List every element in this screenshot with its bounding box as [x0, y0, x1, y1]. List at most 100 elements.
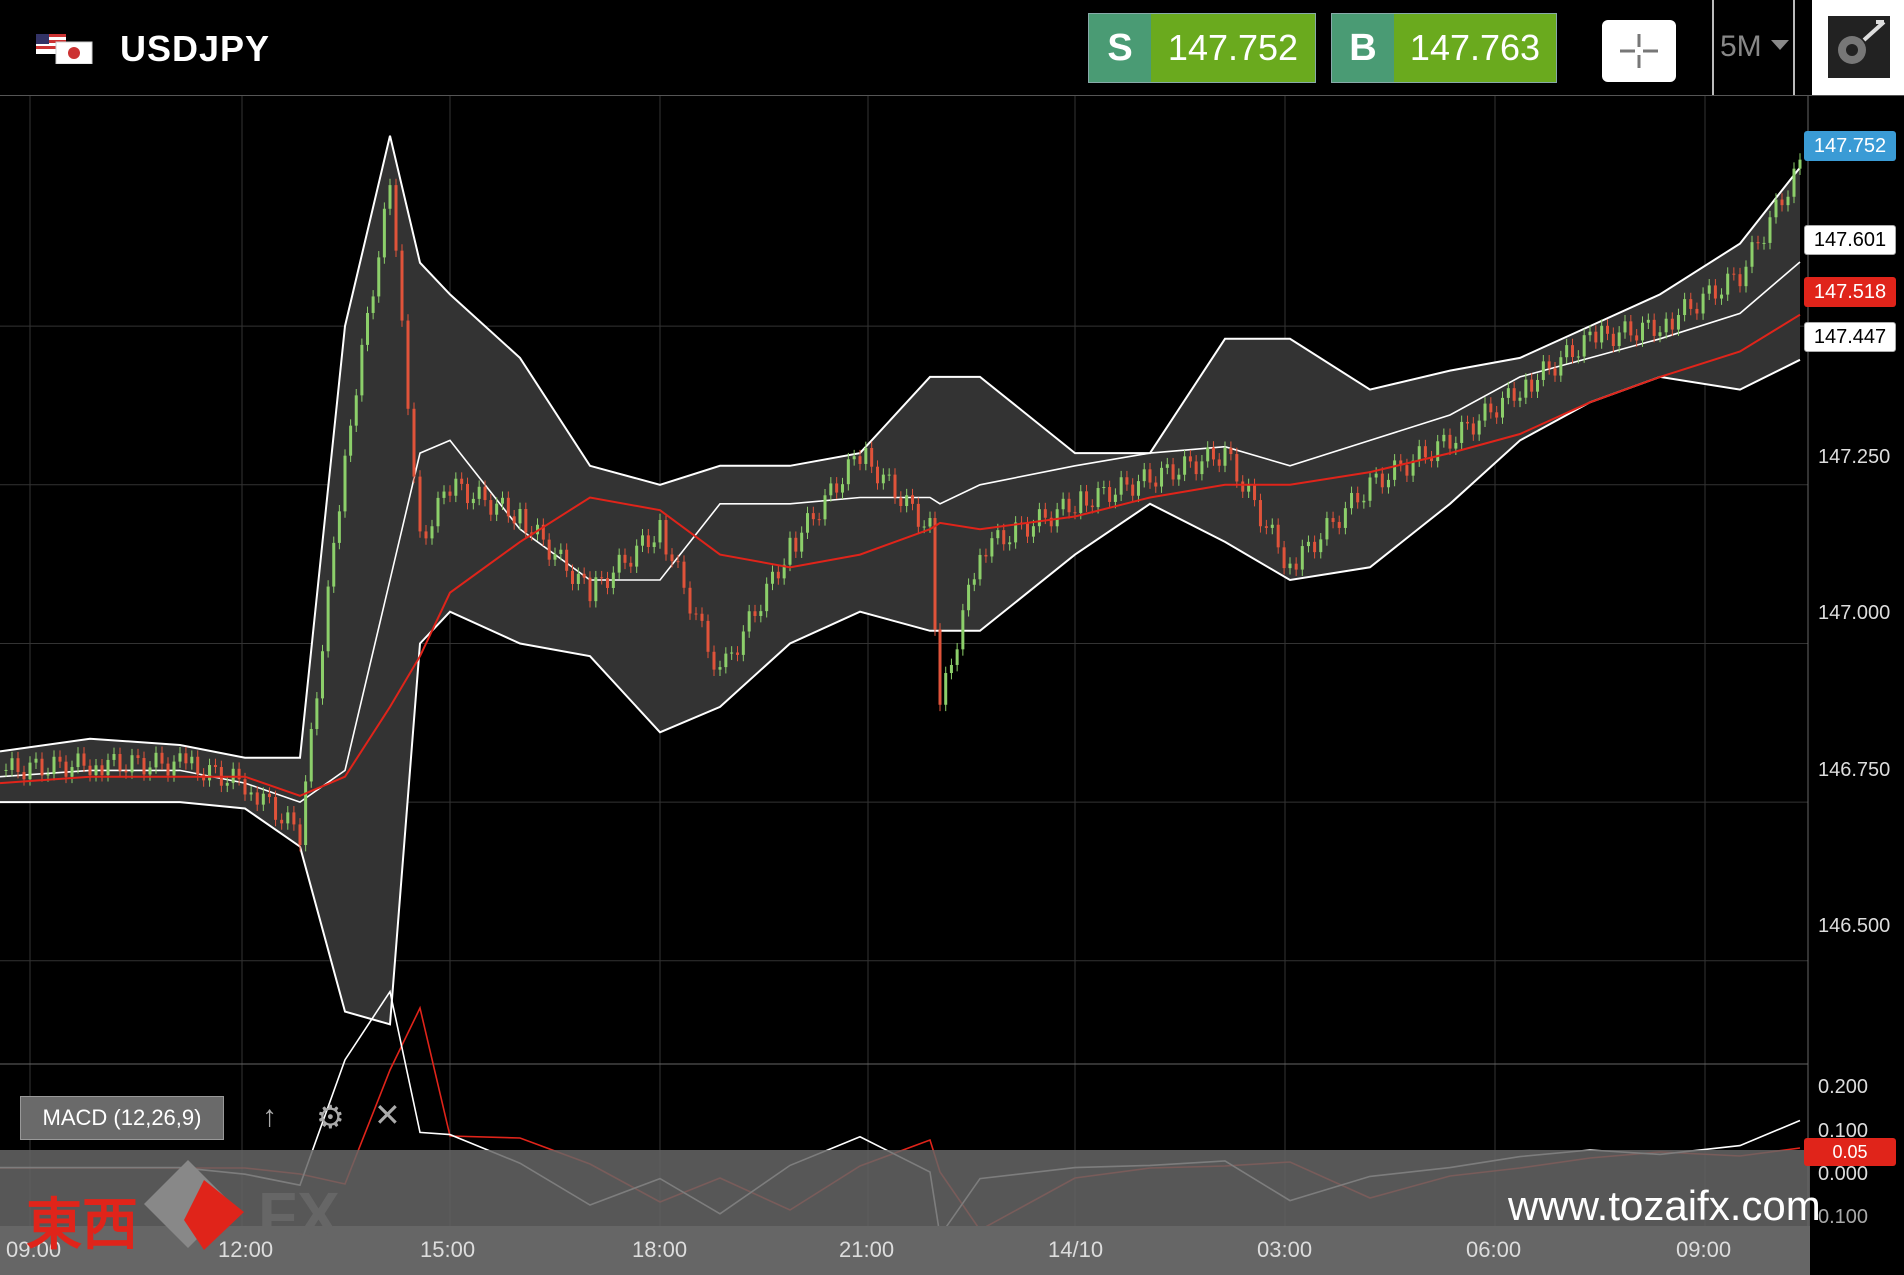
candle-body: [1582, 335, 1586, 357]
candle-body: [1524, 379, 1528, 398]
candle-body: [864, 448, 868, 464]
candle-body: [1171, 464, 1175, 480]
candle-body: [682, 561, 686, 588]
close-icon[interactable]: ✕: [374, 1097, 401, 1133]
candle-body: [1506, 388, 1510, 398]
candle-body: [905, 495, 909, 507]
candle-body: [1319, 539, 1323, 553]
candle-body: [16, 758, 20, 773]
candle-body: [1676, 315, 1680, 330]
chevron-down-icon[interactable]: [1771, 40, 1789, 50]
candle-body: [1744, 266, 1748, 287]
candle-body: [1423, 446, 1427, 458]
candle-body: [1411, 460, 1415, 476]
candle-body: [794, 537, 798, 552]
candle-body: [1588, 331, 1592, 336]
candle-body: [1055, 509, 1059, 527]
candle-body: [518, 508, 522, 524]
candle-body: [1606, 325, 1609, 334]
candle-body: [243, 779, 247, 795]
candle-body: [646, 535, 650, 547]
candle-body: [1188, 456, 1192, 462]
candle-body: [1350, 492, 1354, 509]
candle-body: [670, 554, 674, 562]
candle-body: [1300, 546, 1304, 570]
settings-button[interactable]: [1812, 0, 1904, 95]
candle-body: [1780, 199, 1784, 206]
candle-body: [688, 587, 692, 614]
ma-marker: 147.518: [1804, 277, 1896, 307]
macd-tick: 0.100: [1818, 1120, 1869, 1142]
candle-body: [1738, 274, 1742, 287]
candle-body: [1541, 361, 1545, 380]
candle-body: [460, 478, 464, 484]
candle-body: [893, 474, 897, 498]
candle-body: [136, 755, 140, 759]
candle-body: [436, 497, 440, 527]
candle-body: [94, 765, 98, 776]
candle-body: [606, 578, 609, 588]
candle-body: [1399, 460, 1403, 466]
price-tick: 146.500: [1818, 915, 1891, 937]
candle-body: [1247, 485, 1251, 492]
toolbar-divider: [1793, 0, 1795, 95]
macd-indicator-label[interactable]: MACD (12,26,9): [20, 1096, 224, 1140]
candle-body: [172, 761, 176, 776]
candle-body: [776, 571, 780, 579]
candle-body: [1756, 242, 1760, 244]
candle-body: [996, 530, 1000, 539]
candle-body: [40, 758, 44, 776]
crosshair-button[interactable]: [1602, 20, 1676, 82]
candle-body: [1448, 434, 1452, 449]
candle-body: [448, 491, 452, 496]
candle-body: [741, 631, 745, 655]
candle-body: [1136, 481, 1140, 496]
candle-body: [771, 571, 774, 584]
arrow-up-icon[interactable]: ↑: [262, 1100, 277, 1133]
sell-price: 147.752: [1151, 14, 1315, 82]
candle-body: [1576, 356, 1580, 358]
candle-body: [1436, 441, 1440, 462]
candle-body: [1512, 388, 1516, 401]
candle-body: [166, 763, 170, 776]
candle-body: [984, 554, 988, 557]
price-tick: 146.750: [1818, 759, 1891, 781]
candle-body: [1276, 524, 1280, 548]
buy-button[interactable]: B 147.763: [1331, 13, 1557, 83]
time-tick: 15:00: [420, 1237, 476, 1262]
candle-body: [788, 537, 792, 565]
candle-body: [1160, 467, 1164, 487]
macd-tick: 0.200: [1818, 1076, 1869, 1098]
candle-body: [759, 611, 763, 616]
candle-body: [190, 756, 194, 764]
candle-body: [576, 573, 580, 584]
candle-body: [1253, 485, 1257, 501]
candle-body: [1125, 477, 1129, 485]
candle-body: [454, 478, 458, 496]
time-tick: 06:00: [1466, 1237, 1522, 1262]
candle-body: [366, 312, 369, 345]
candle-body: [967, 584, 971, 611]
candle-body: [718, 667, 722, 670]
gear-icon[interactable]: ⚙: [316, 1099, 345, 1135]
candle-body: [961, 610, 965, 650]
candle-body: [1530, 379, 1534, 392]
timeframe-selector[interactable]: 5M: [1720, 30, 1762, 63]
candle-body: [955, 649, 959, 665]
candle-body: [1629, 321, 1633, 336]
candle-body: [782, 564, 786, 579]
bb-upper-marker: 147.601: [1804, 225, 1896, 255]
candle-body: [124, 770, 128, 773]
candle-body: [280, 819, 284, 824]
symbol-title[interactable]: USDJPY: [120, 28, 271, 69]
candle-body: [64, 761, 68, 777]
candle-body: [1241, 481, 1245, 492]
candle-body: [1043, 509, 1047, 518]
candle-body: [928, 518, 932, 527]
candle-body: [922, 526, 926, 528]
candle-body: [858, 456, 862, 464]
candle-body: [1282, 547, 1286, 569]
candle-body: [1206, 447, 1210, 462]
sell-button[interactable]: S 147.752: [1088, 13, 1316, 83]
price-chart[interactable]: [0, 96, 1904, 1275]
